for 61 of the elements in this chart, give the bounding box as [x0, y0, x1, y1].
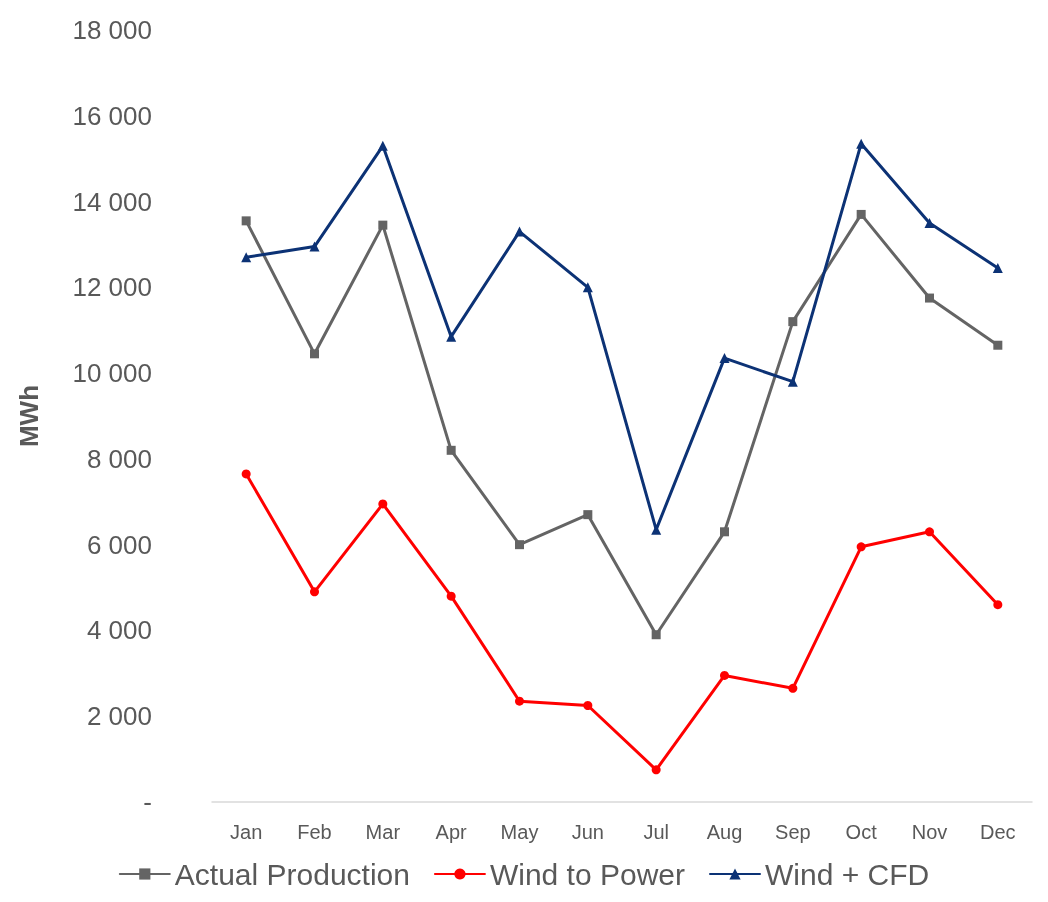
y-tick-label: 2 000: [86, 701, 152, 732]
x-tick-label: Aug: [706, 821, 743, 843]
point: [925, 527, 934, 537]
y-tick-label: 12 000: [72, 272, 152, 303]
point: [583, 510, 593, 520]
point: [241, 216, 251, 226]
point: [378, 220, 388, 230]
point: [925, 293, 934, 303]
x-tick-label: Nov: [911, 821, 948, 843]
y-tick-label: 6 000: [86, 529, 152, 560]
point: [720, 670, 729, 680]
point: [515, 540, 524, 550]
y-tick-label: 14 000: [72, 186, 152, 217]
x-tick-label: Feb: [297, 821, 332, 843]
point: [309, 241, 320, 252]
point: [514, 226, 525, 237]
legend-label: Wind + CFD: [765, 857, 930, 891]
point: [719, 353, 730, 364]
point: [856, 542, 866, 552]
y-tick-label: 18 000: [72, 15, 152, 45]
point: [515, 696, 524, 706]
point: [446, 591, 456, 601]
point: [310, 587, 319, 597]
point: [856, 138, 867, 149]
x-tick-label: Jan: [230, 821, 263, 843]
point: [787, 376, 798, 387]
point: [788, 683, 798, 693]
point: [446, 331, 457, 342]
point: [446, 445, 456, 455]
y-tick-label: 16 000: [72, 100, 152, 131]
x-tick-label: Jul: [643, 821, 669, 843]
y-tick-label: 8 000: [86, 443, 152, 474]
point: [993, 340, 1003, 350]
x-tick-label: Dec: [980, 821, 1016, 843]
point: [582, 282, 593, 293]
point: [310, 349, 319, 359]
x-tick-label: Sep: [775, 821, 811, 843]
point: [992, 263, 1003, 274]
y-tick-label: 4 000: [86, 615, 152, 646]
point: [241, 252, 252, 263]
x-tick-label: May: [500, 821, 539, 843]
y-tick-label: -: [143, 787, 152, 817]
x-tick-label: Apr: [435, 821, 468, 843]
x-tick-label: Oct: [845, 821, 878, 843]
point: [720, 527, 729, 537]
legend-label: Wind to Power: [489, 857, 686, 891]
y-tick-label: 10 000: [72, 358, 152, 389]
point: [924, 218, 935, 228]
point: [788, 317, 798, 327]
point: [377, 140, 388, 151]
point: [651, 765, 661, 775]
point: [241, 469, 251, 479]
point: [856, 209, 866, 219]
point: [993, 600, 1003, 610]
point: [583, 701, 593, 710]
y-axis-title: MWh: [14, 384, 44, 448]
legend-label: Actual Production: [174, 857, 410, 891]
x-tick-label: Jun: [571, 821, 604, 843]
point: [651, 630, 661, 640]
point: [378, 499, 388, 509]
x-tick-label: Mar: [365, 821, 401, 843]
